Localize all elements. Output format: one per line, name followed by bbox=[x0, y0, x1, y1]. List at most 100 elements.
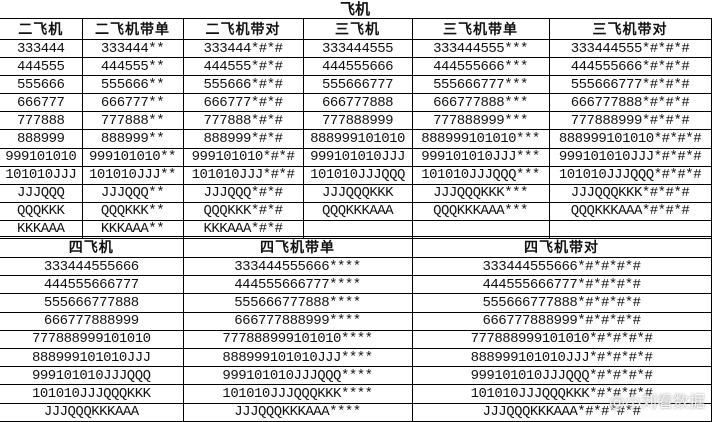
table-cell: 888999** bbox=[81, 129, 184, 149]
table-cell: 888999101010 bbox=[302, 129, 413, 149]
table-cell: 777888** bbox=[81, 111, 184, 131]
table-cell: 444555666777*#*#*#*# bbox=[411, 275, 712, 295]
header-row: 二飞机 二飞机带单 二飞机带对 三飞机 三飞机带单 三飞机带对 bbox=[0, 18, 712, 40]
column-header: 四飞机带单 bbox=[182, 236, 413, 258]
table-cell: 999101010JJJQQQ*#*#*#*# bbox=[411, 366, 712, 386]
table-cell: JJJQQQKKKAAA bbox=[0, 402, 184, 422]
table-cell: JJJQQQKKK*** bbox=[411, 183, 550, 203]
column-header: 三飞机带单 bbox=[411, 18, 550, 40]
table-cell: 101010JJJQQQ bbox=[302, 165, 413, 185]
table-cell: 333444555 bbox=[302, 38, 413, 59]
table-cell: 101010JJJQQQ*** bbox=[411, 165, 550, 185]
table-cell: 444555666*#*#*# bbox=[548, 57, 712, 77]
table-row: 666777 666777** 666777*#*# 666777888 6667778… bbox=[0, 93, 712, 113]
column-header: 三飞机带对 bbox=[548, 18, 712, 40]
table-row: 555666 555666** 555666*#*# 555666777 5556667… bbox=[0, 75, 712, 95]
table-cell: 666777888999*#*#*#*# bbox=[411, 311, 712, 331]
table-cell: 999101010** bbox=[81, 147, 184, 167]
table-row: JJJQQQKKKAAA JJJQQQKKKAAA**** JJJQQQKKKAAA… bbox=[0, 402, 712, 422]
table-cell: 333444*#*# bbox=[182, 38, 304, 59]
table-cell: JJJQQQ** bbox=[81, 183, 184, 203]
table-cell: 999101010JJJ*** bbox=[411, 147, 550, 167]
table-cell: 555666777888 bbox=[0, 293, 184, 313]
table-cell: 333444555*** bbox=[411, 38, 550, 59]
table-row: JJJQQQ JJJQQQ** JJJQQQ*#*# JJJQQQKKK JJJQQQK… bbox=[0, 183, 712, 203]
table-cell: 101010JJJQQQKKK bbox=[0, 384, 184, 404]
table-cell: 555666777*#*#*# bbox=[548, 75, 712, 95]
table-cell: 999101010JJJQQQ**** bbox=[182, 366, 413, 386]
table-row: 333444555666 333444555666**** 333444555666… bbox=[0, 256, 712, 277]
table-cell: JJJQQQKKKAAA*#*#*#*# bbox=[411, 402, 712, 422]
table-cell: 333444555666 bbox=[0, 256, 184, 277]
table-cell: 888999101010JJJ*#*#*#*# bbox=[411, 347, 712, 368]
table-cell: 777888999 bbox=[302, 111, 413, 131]
table-cell: 444555666777 bbox=[0, 275, 184, 295]
table-row: 777888999101010 777888999101010**** 777888… bbox=[0, 329, 712, 349]
table-cell: 666777888999**** bbox=[182, 311, 413, 331]
top-table: 二飞机 二飞机带单 二飞机带对 三飞机 三飞机带单 三飞机带对 333444 333444*… bbox=[0, 18, 712, 240]
table-cell: 666777888 bbox=[302, 93, 413, 113]
table-cell: 777888999101010**** bbox=[182, 329, 413, 349]
table-row: 333444 333444** 333444*#*# 333444555 3334445… bbox=[0, 38, 712, 59]
table-cell: QQQKKK bbox=[0, 201, 83, 221]
column-header: 四飞机带对 bbox=[411, 236, 712, 258]
table-cell: 333444555*#*#*# bbox=[548, 38, 712, 59]
table-cell: 888999101010JJJ bbox=[0, 347, 184, 368]
table-cell: 101010JJJQQQKKK**** bbox=[182, 384, 413, 404]
column-header: 二飞机带单 bbox=[81, 18, 184, 40]
table-cell: 555666777888*#*#*#*# bbox=[411, 293, 712, 313]
watermark: @小刘看数据 bbox=[608, 392, 705, 411]
table-cell: 999101010 bbox=[0, 147, 83, 167]
table-cell: 444555666777**** bbox=[182, 275, 413, 295]
table-cell: JJJQQQ bbox=[0, 183, 83, 203]
table-cell: 999101010JJJQQQ bbox=[0, 366, 184, 386]
table-cell: 555666777888**** bbox=[182, 293, 413, 313]
table-cell: JJJQQQKKK*#*#*# bbox=[548, 183, 712, 203]
table-cell: 101010JJJ** bbox=[81, 165, 184, 185]
table-cell: 444555*#*# bbox=[182, 57, 304, 77]
table-cell: QQQKKKAAA*#*#*# bbox=[548, 201, 712, 221]
table-cell: QQQKKK** bbox=[81, 201, 184, 221]
table-row: 777888 777888** 777888*#*# 777888999 7778889… bbox=[0, 111, 712, 131]
table-cell: 555666*#*# bbox=[182, 75, 304, 95]
table-cell: JJJQQQKKKAAA**** bbox=[182, 402, 413, 422]
table-cell: 999101010JJJ*#*#*# bbox=[548, 147, 712, 167]
table-cell: 444555** bbox=[81, 57, 184, 77]
table-row: 101010JJJQQQKKK 101010JJJQQQKKK**** 101010… bbox=[0, 384, 712, 404]
table-cell: 555666 bbox=[0, 75, 83, 95]
table-title: 飞机 bbox=[339, 0, 370, 18]
table-cell: QQQKKKAAA*** bbox=[411, 201, 550, 221]
table-row: 666777888999 666777888999**** 666777888999… bbox=[0, 311, 712, 331]
table-cell: 333444555666*#*#*#*# bbox=[411, 256, 712, 277]
table-cell: 777888999*** bbox=[411, 111, 550, 131]
table-cell: 888999 bbox=[0, 129, 83, 149]
table-cell: JJJQQQ*#*# bbox=[182, 183, 304, 203]
table-cell: 777888999*#*#*# bbox=[548, 111, 712, 131]
table-cell: 333444 bbox=[0, 38, 83, 59]
table-cell: 101010JJJQQQKKK*#*#*#*# bbox=[411, 384, 712, 404]
table-cell: 777888999101010*#*#*#*# bbox=[411, 329, 712, 349]
table-cell: 101010JJJ*#*# bbox=[182, 165, 304, 185]
table-cell: 777888*#*# bbox=[182, 111, 304, 131]
table-cell: 444555 bbox=[0, 57, 83, 77]
table-cell: 555666777 bbox=[302, 75, 413, 95]
table-row: 888999101010JJJ 888999101010JJJ**** 888999… bbox=[0, 347, 712, 368]
table-cell: JJJQQQKKK bbox=[302, 183, 413, 203]
table-cell: 999101010*#*# bbox=[182, 147, 304, 167]
table-row: 444555666777 444555666777**** 444555666777… bbox=[0, 275, 712, 295]
table-row: 444555 444555** 444555*#*# 444555666 4445556… bbox=[0, 57, 712, 77]
table-cell: 666777888*#*#*# bbox=[548, 93, 712, 113]
bottom-table: 四飞机 四飞机带单 四飞机带对 333444555666 333444555666**… bbox=[0, 236, 712, 422]
table-cell: QQQKKKAAA bbox=[302, 201, 413, 221]
table-cell: 999101010JJJ bbox=[302, 147, 413, 167]
table-cell: 101010JJJQQQ*#*#*# bbox=[548, 165, 712, 185]
table-cell: 666777*#*# bbox=[182, 93, 304, 113]
table-cell: 101010JJJ bbox=[0, 165, 83, 185]
table-row: QQQKKK QQQKKK** QQQKKK*#*# QQQKKKAAA QQQKKKA… bbox=[0, 201, 712, 221]
table-cell: 444555666*** bbox=[411, 57, 550, 77]
table-row: 999101010JJJQQQ 999101010JJJQQQ**** 999101… bbox=[0, 366, 712, 386]
table-cell: 666777888999 bbox=[0, 311, 184, 331]
table-cell: 777888999101010 bbox=[0, 329, 184, 349]
table-row: 888999 888999** 888999*#*# 888999101010 8889… bbox=[0, 129, 712, 149]
column-header: 二飞机带对 bbox=[182, 18, 304, 40]
